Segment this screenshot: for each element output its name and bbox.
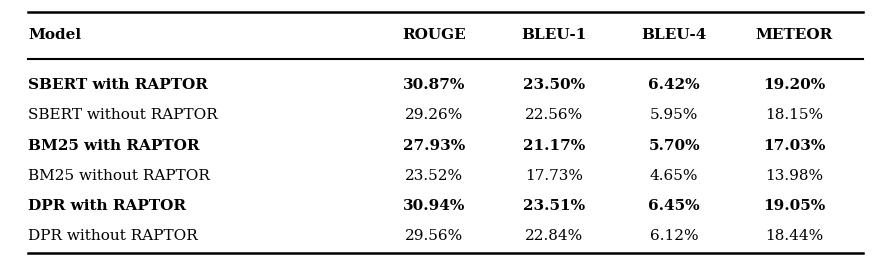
Text: 22.56%: 22.56% bbox=[525, 108, 584, 122]
Text: 6.42%: 6.42% bbox=[649, 78, 700, 92]
Text: DPR without RAPTOR: DPR without RAPTOR bbox=[28, 229, 198, 243]
Text: 5.70%: 5.70% bbox=[649, 139, 700, 153]
Text: BLEU-1: BLEU-1 bbox=[521, 28, 587, 42]
Text: ROUGE: ROUGE bbox=[403, 28, 466, 42]
Text: METEOR: METEOR bbox=[756, 28, 833, 42]
Text: 13.98%: 13.98% bbox=[765, 169, 823, 183]
Text: 17.73%: 17.73% bbox=[526, 169, 584, 183]
Text: 19.05%: 19.05% bbox=[763, 199, 825, 213]
Text: BM25 with RAPTOR: BM25 with RAPTOR bbox=[28, 139, 200, 153]
Text: Model: Model bbox=[28, 28, 81, 42]
Text: 23.50%: 23.50% bbox=[523, 78, 585, 92]
Text: 6.45%: 6.45% bbox=[649, 199, 700, 213]
Text: 23.51%: 23.51% bbox=[523, 199, 585, 213]
Text: 6.12%: 6.12% bbox=[650, 229, 699, 243]
Text: 21.17%: 21.17% bbox=[523, 139, 585, 153]
Text: 23.52%: 23.52% bbox=[405, 169, 463, 183]
Text: 30.94%: 30.94% bbox=[404, 199, 466, 213]
Text: 30.87%: 30.87% bbox=[404, 78, 466, 92]
Text: 18.15%: 18.15% bbox=[765, 108, 823, 122]
Text: 19.20%: 19.20% bbox=[763, 78, 825, 92]
Text: 29.26%: 29.26% bbox=[405, 108, 463, 122]
Text: BM25 without RAPTOR: BM25 without RAPTOR bbox=[28, 169, 210, 183]
Text: 4.65%: 4.65% bbox=[650, 169, 699, 183]
Text: 29.56%: 29.56% bbox=[405, 229, 463, 243]
Text: 18.44%: 18.44% bbox=[765, 229, 823, 243]
Text: 27.93%: 27.93% bbox=[404, 139, 465, 153]
Text: DPR with RAPTOR: DPR with RAPTOR bbox=[28, 199, 186, 213]
Text: BLEU-4: BLEU-4 bbox=[642, 28, 707, 42]
Text: 5.95%: 5.95% bbox=[650, 108, 699, 122]
Text: 17.03%: 17.03% bbox=[763, 139, 825, 153]
Text: SBERT without RAPTOR: SBERT without RAPTOR bbox=[28, 108, 217, 122]
Text: SBERT with RAPTOR: SBERT with RAPTOR bbox=[28, 78, 208, 92]
Text: 22.84%: 22.84% bbox=[525, 229, 584, 243]
